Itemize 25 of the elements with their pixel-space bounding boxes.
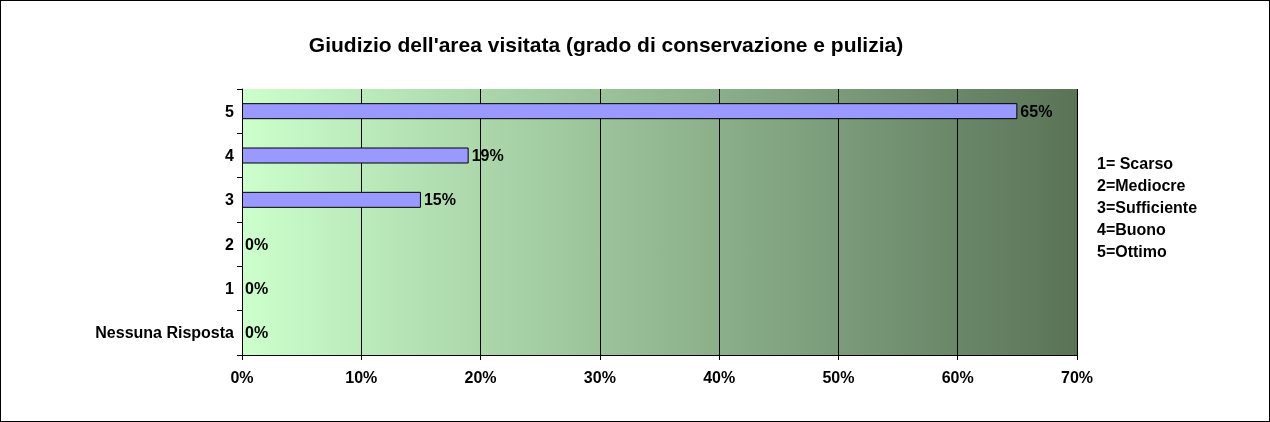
x-tick-label: 10% <box>345 368 378 386</box>
text: 5=Ottimo <box>1097 242 1168 262</box>
y-tick-label: 2 <box>225 235 235 253</box>
x-tick-label: 30% <box>583 368 616 386</box>
chart-title: Giudizio dell'area visitata (grado di conservazione e pulizia) <box>308 33 904 56</box>
x-tick-label: 0% <box>230 368 254 386</box>
text: 3=Sufficiente <box>1097 198 1198 218</box>
data-label: 0% <box>245 280 269 297</box>
y-tick-label: 4 <box>225 147 235 164</box>
y-tick-label: 1 <box>225 280 235 297</box>
data-label: 15% <box>423 191 456 209</box>
data-label: 65% <box>1020 102 1053 120</box>
y-tick-label: 5 <box>225 102 235 120</box>
data-label: 0% <box>245 235 269 253</box>
x-tick-label: 70% <box>1060 368 1094 386</box>
text: 1= Scarso <box>1097 154 1175 174</box>
text: 2=Mediocre <box>1097 176 1187 196</box>
x-tick-label: 20% <box>464 368 497 386</box>
y-tick-label: Nessuna Risposta <box>95 324 235 342</box>
x-tick-label: 50% <box>822 368 855 386</box>
y-tick-label: 3 <box>225 191 235 209</box>
x-tick-label: 40% <box>703 368 736 386</box>
x-tick-label: 60% <box>941 368 974 386</box>
text: 4=Buono <box>1097 220 1167 240</box>
data-label: 0% <box>245 324 269 342</box>
